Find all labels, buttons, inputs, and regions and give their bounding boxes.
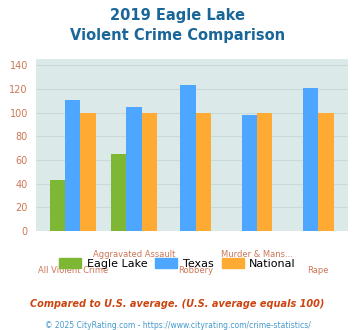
Bar	[257, 113, 272, 231]
Text: © 2025 CityRating.com - https://www.cityrating.com/crime-statistics/: © 2025 CityRating.com - https://www.city…	[45, 321, 310, 330]
Bar	[80, 113, 96, 231]
Bar	[318, 113, 334, 231]
Text: Robbery: Robbery	[178, 266, 213, 275]
Text: Murder & Mans...: Murder & Mans...	[221, 250, 293, 259]
Text: Violent Crime Comparison: Violent Crime Comparison	[70, 28, 285, 43]
Legend: Eagle Lake, Texas, National: Eagle Lake, Texas, National	[55, 253, 300, 273]
Bar	[50, 180, 65, 231]
Bar	[303, 88, 318, 231]
Bar	[111, 154, 126, 231]
Bar	[196, 113, 211, 231]
Bar	[126, 107, 142, 231]
Text: 2019 Eagle Lake: 2019 Eagle Lake	[110, 8, 245, 23]
Text: Aggravated Assault: Aggravated Assault	[93, 250, 175, 259]
Text: Rape: Rape	[307, 266, 329, 275]
Bar	[180, 85, 196, 231]
Text: All Violent Crime: All Violent Crime	[38, 266, 108, 275]
Bar	[142, 113, 157, 231]
Bar	[242, 115, 257, 231]
Bar	[65, 100, 80, 231]
Text: Compared to U.S. average. (U.S. average equals 100): Compared to U.S. average. (U.S. average …	[30, 299, 325, 309]
